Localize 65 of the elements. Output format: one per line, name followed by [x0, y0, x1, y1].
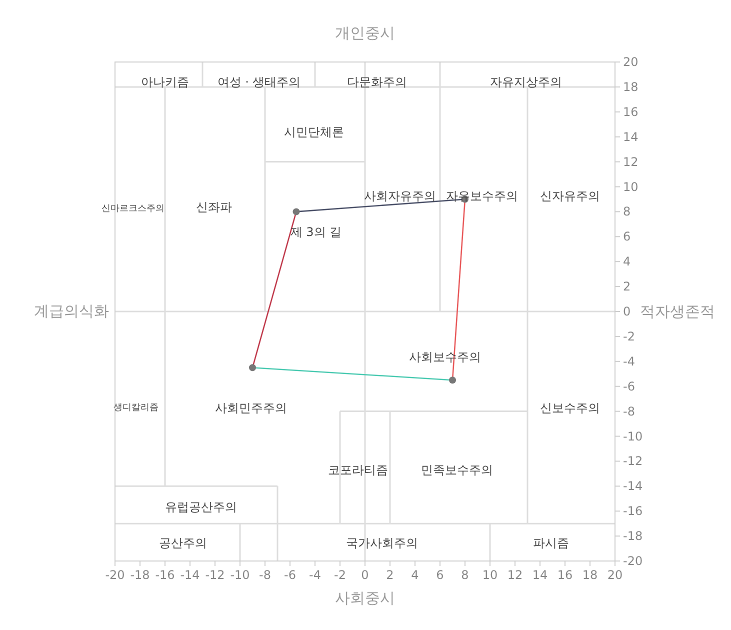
y-tick-label: 8 [623, 204, 631, 219]
x-tick-label: 4 [411, 568, 419, 582]
y-tick-label: -14 [623, 479, 643, 494]
y-tick-label: -2 [623, 329, 635, 344]
y-tick-label: -8 [623, 404, 635, 418]
annotation: 생디칼리즘 [114, 403, 158, 413]
y-tick-label: 16 [623, 104, 638, 119]
y-tick-label: 18 [623, 80, 638, 94]
y-tick-label: 2 [623, 280, 631, 294]
y-tick-label: -10 [623, 429, 643, 444]
y-axis-title: 적자생존적 [640, 302, 715, 320]
annotation: 제 3의 길 [290, 225, 342, 239]
y-tick-label: 0 [623, 304, 631, 318]
annotation: 파시즘 [533, 536, 569, 550]
annotation: 아나키즘 [141, 75, 189, 89]
x-tick-label: 8 [461, 568, 469, 582]
annotation: 신좌파 [196, 200, 232, 214]
x-tick-label: -12 [205, 568, 225, 582]
x-tick-label: -4 [309, 568, 321, 582]
y-tick-label: 6 [623, 230, 631, 244]
x-tick-label: -14 [180, 568, 200, 582]
annotation: 자유지상주의 [490, 75, 562, 89]
x-tick-label: 12 [507, 568, 523, 582]
x-tick-label: 10 [482, 568, 498, 582]
x-tick-label: 18 [582, 568, 598, 582]
x-tick-label: -6 [284, 568, 296, 582]
annotation: 사회민주주의 [215, 401, 287, 415]
x-tick-label: 2 [386, 568, 394, 582]
y-tick-label: 14 [623, 130, 638, 144]
x-tick-label: -10 [230, 568, 250, 582]
annotation: 코포라티즘 [328, 463, 388, 477]
annotation: 신마르크스주의 [102, 204, 164, 214]
annotation: 민족보수주의 [421, 463, 493, 477]
annotation: 유럽공산주의 [165, 500, 237, 514]
annotation: 여성 · 생태주의 [217, 75, 301, 89]
x-tick-label: -18 [130, 568, 150, 582]
annotation: 공산주의 [159, 536, 207, 550]
annotation: 신자유주의 [540, 189, 600, 203]
y-tick-label: -6 [623, 379, 635, 394]
y-tick-label: -12 [623, 454, 643, 468]
x-tick-label: 6 [436, 568, 444, 582]
y-tick-label: 10 [623, 180, 638, 194]
annotation: 시민단체론 [284, 125, 344, 139]
y-tick-label: -18 [623, 529, 643, 544]
x-tick-label: -2 [334, 568, 346, 582]
chart-title: 개인중시 [335, 24, 395, 42]
x-tick-label: 0 [361, 568, 369, 582]
y-tick-label: -20 [623, 554, 643, 568]
x-tick-label: 14 [532, 568, 548, 582]
x-tick-label: -20 [105, 568, 125, 582]
annotation: 신보수주의 [540, 401, 600, 415]
annotation: 자유보수주의 [446, 189, 518, 203]
annotation: 국가사회주의 [346, 536, 418, 550]
y-tick-label: 12 [623, 154, 638, 169]
y-tick-label: 20 [623, 55, 638, 69]
x-tick-label: -16 [155, 568, 175, 582]
x-tick-label: 16 [557, 568, 573, 582]
y-tick-label: -4 [623, 354, 635, 368]
annotation: 사회자유주의 [364, 189, 436, 203]
x-axis-title: 사회중시 [335, 589, 395, 607]
x-tick-label: -8 [259, 568, 271, 582]
y-tick-label: -16 [623, 504, 643, 518]
y-tick-label: 4 [623, 254, 631, 269]
annotation: 다문화주의 [347, 75, 407, 89]
text: 계급의식화 [34, 302, 109, 320]
